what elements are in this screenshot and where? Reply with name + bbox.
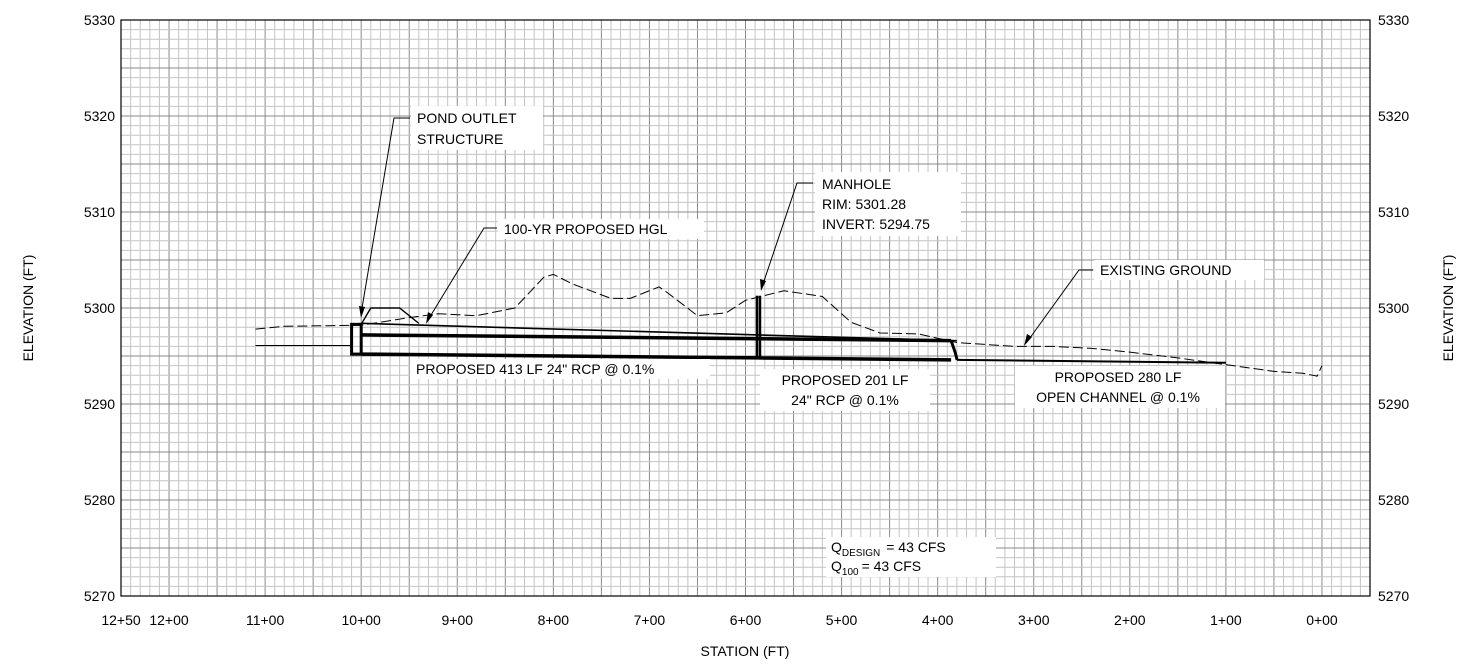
manhole-leader (761, 182, 813, 288)
leader-arrowheads (359, 279, 1032, 346)
pipe-headwall (949, 340, 959, 361)
x-tick-label: 4+00 (922, 612, 954, 628)
y-tick-labels-right: 5270 5280 5290 5300 5310 5320 5330 (1378, 12, 1409, 604)
x-tick-label: 5+00 (826, 612, 858, 628)
plot-frame (120, 19, 1371, 597)
pond-outlet-label-line2: STRUCTURE (417, 131, 503, 147)
arrowhead-existing-ground (1024, 334, 1032, 346)
y-axis-title-left: ELEVATION (FT) (20, 255, 36, 362)
x-tick-label: 7+00 (634, 612, 666, 628)
annotation-hgl: 100-YR PROPOSED HGL (498, 219, 704, 239)
pond-outlet-structure (350, 322, 363, 356)
leaders (360, 117, 1093, 343)
y-tick-label-right: 5280 (1378, 492, 1409, 508)
manhole-label-rim: RIM: 5301.28 (822, 196, 906, 212)
annotation-pipe-413: PROPOSED 413 LF 24" RCP @ 0.1% (410, 359, 710, 379)
existing-ground-line (255, 273, 1323, 377)
arrowhead-pond-outlet (359, 306, 365, 318)
q100-value: = 43 CFS (862, 558, 922, 574)
x-tick-label: 1+00 (1210, 612, 1242, 628)
pipes-group (255, 333, 1226, 364)
q-design-line: QDESIGN = 43 CFS (831, 539, 946, 559)
x-axis-title: STATION (FT) (701, 643, 790, 659)
q100-line: Q100 = 43 CFS (831, 558, 921, 578)
pipe-invert-line (757, 356, 952, 362)
x-tick-label: 11+00 (246, 612, 284, 628)
x-tick-label: 2+00 (1114, 612, 1146, 628)
q100-subscript: 100 (842, 567, 859, 578)
y-tick-label: 5290 (84, 396, 115, 412)
y-tick-label-right: 5300 (1378, 300, 1409, 316)
grid (120, 19, 1371, 597)
x-tick-label: 0+00 (1306, 612, 1338, 628)
q-design-value: = 43 CFS (886, 539, 946, 555)
y-tick-label: 5270 (84, 588, 115, 604)
y-tick-label-right: 5310 (1378, 204, 1409, 220)
pond-outlet-label-line1: POND OUTLET (417, 110, 517, 126)
y-tick-labels-left: 5270 5280 5290 5300 5310 5320 5330 (84, 12, 115, 604)
arrowhead-hgl (426, 312, 433, 324)
manhole-label-title: MANHOLE (822, 176, 891, 192)
pipe-crown-line (757, 336, 952, 343)
y-tick-label-right: 5290 (1378, 396, 1409, 412)
x-tick-label: 12+50 (101, 612, 141, 628)
x-tick-label: 10+00 (342, 612, 382, 628)
y-tick-label: 5330 (84, 12, 115, 28)
channel-280-label-line1: PROPOSED 280 LF (1055, 369, 1182, 385)
q-design-symbol: Q (831, 539, 842, 555)
hgl-label: 100-YR PROPOSED HGL (504, 221, 668, 237)
structures-group (350, 295, 762, 359)
arrowhead-manhole (760, 279, 766, 291)
x-tick-label: 9+00 (441, 612, 473, 628)
existing-ground-label: EXISTING GROUND (1100, 262, 1231, 278)
y-tick-label: 5280 (84, 492, 115, 508)
x-tick-labels: 12+50 12+00 11+00 10+00 9+00 8+00 7+00 6+00 5+00… (101, 612, 1338, 628)
annotation-manhole: MANHOLE RIM: 5301.28 INVERT: 5294.75 (815, 172, 961, 236)
annotation-pipe-201: PROPOSED 201 LF 24" RCP @ 0.1% (760, 369, 930, 411)
y-tick-label-right: 5270 (1378, 588, 1409, 604)
pond-berm-outline (360, 307, 420, 325)
y-axis-title-right: ELEVATION (FT) (1440, 255, 1456, 362)
y-tick-label: 5310 (84, 204, 115, 220)
hgl-group (361, 322, 957, 342)
x-tick-label: 8+00 (538, 612, 570, 628)
hgl-line (361, 322, 957, 342)
annotation-pond-outlet: POND OUTLET STRUCTURE (411, 106, 543, 150)
open-channel-line (956, 358, 1226, 364)
hgl-leader (427, 227, 497, 321)
y-tick-label: 5300 (84, 300, 115, 316)
pipe-crown-line (361, 333, 759, 341)
x-tick-label: 6+00 (730, 612, 762, 628)
q100-symbol: Q (831, 558, 842, 574)
x-tick-label: 3+00 (1018, 612, 1050, 628)
pipe-201-label-line1: PROPOSED 201 LF (782, 372, 909, 388)
existing-ground-group (255, 273, 1323, 377)
q-design-subscript: DESIGN (842, 548, 880, 559)
channel-280-label-line2: OPEN CHANNEL @ 0.1% (1036, 389, 1200, 405)
existing-ground-leader (1026, 269, 1093, 343)
annotation-existing-ground: EXISTING GROUND (1094, 260, 1264, 280)
manhole-label-invert: INVERT: 5294.75 (822, 216, 930, 232)
annotation-channel-280: PROPOSED 280 LF OPEN CHANNEL @ 0.1% (1015, 366, 1225, 408)
y-tick-label-right: 5330 (1378, 12, 1409, 28)
pipe-201-label-line2: 24" RCP @ 0.1% (791, 392, 899, 408)
x-tick-label: 12+00 (149, 612, 189, 628)
flow-summary: QDESIGN = 43 CFS Q100 = 43 CFS (826, 537, 996, 578)
pond-outlet-leader (360, 117, 410, 315)
y-tick-label: 5320 (84, 108, 115, 124)
pipe-413-label: PROPOSED 413 LF 24" RCP @ 0.1% (416, 361, 654, 377)
y-tick-label-right: 5320 (1378, 108, 1409, 124)
pipe-invert-line (361, 352, 759, 360)
